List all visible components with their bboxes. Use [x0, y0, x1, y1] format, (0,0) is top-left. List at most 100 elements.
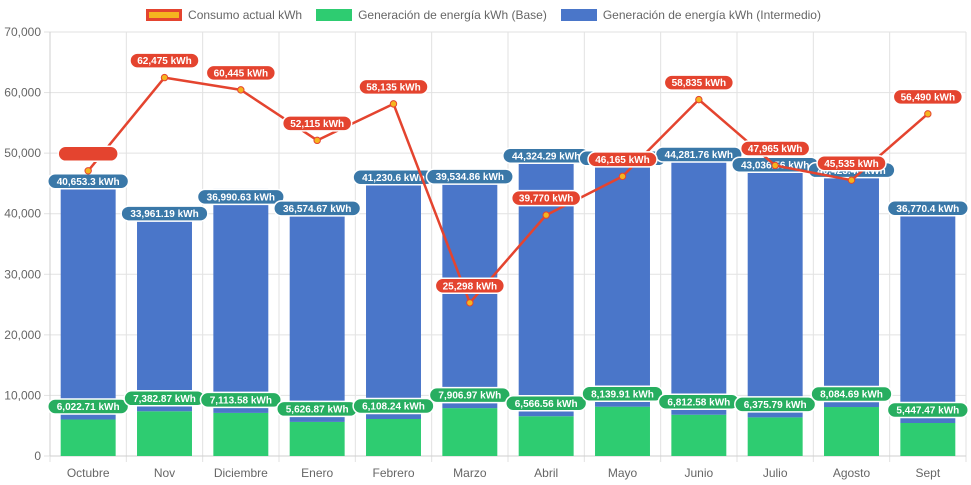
data-label-base: 6,022.71 kWh	[57, 402, 120, 413]
data-label-base-box	[581, 385, 664, 402]
data-label-consumo: 46,165 kWh	[595, 155, 649, 166]
point-consumo[interactable]	[771, 161, 779, 170]
line-consumo[interactable]	[87, 76, 929, 305]
data-label-base-box	[810, 385, 893, 403]
data-label-consumo: 39,770 kWh	[519, 194, 573, 205]
y-tick-label: 50,000	[4, 146, 41, 160]
bar-intermedio[interactable]	[747, 156, 803, 418]
data-label-base-box	[352, 397, 435, 415]
bar-intermedio[interactable]	[137, 205, 192, 412]
data-label-consumo-box	[281, 115, 353, 132]
bar-intermedio[interactable]	[518, 147, 574, 417]
y-tick-label: 30,000	[4, 267, 41, 281]
bar-base[interactable]	[213, 412, 269, 456]
point-consumo[interactable]	[466, 299, 474, 307]
bar-intermedio[interactable]	[213, 188, 269, 413]
bar-intermedio[interactable]	[60, 173, 116, 420]
point-consumo[interactable]	[542, 211, 550, 219]
legend-item-base[interactable]: Generación de energía kWh (Base)	[316, 8, 547, 22]
data-label-consumo: 52,115 kWh	[290, 119, 344, 130]
legend-swatch-consumo	[146, 9, 183, 21]
data-label-base-box	[734, 396, 817, 413]
data-label-base-box	[886, 401, 969, 419]
data-label-consumo-box	[816, 154, 887, 172]
data-label-consumo-box	[739, 140, 811, 157]
data-label-consumo-box	[129, 52, 200, 69]
legend-item-consumo[interactable]: Consumo actual kWh	[146, 8, 302, 22]
y-tick-label: 0	[34, 449, 41, 463]
bar-base[interactable]	[137, 411, 192, 456]
data-label-base: 5,447.47 kWh	[896, 406, 959, 417]
bar-base[interactable]	[824, 407, 879, 456]
bar-intermedio[interactable]	[289, 200, 345, 422]
bar-base[interactable]	[366, 419, 421, 456]
legend-label-base: Generación de energía kWh (Base)	[358, 8, 547, 22]
point-consumo[interactable]	[160, 73, 169, 82]
data-label-intermedio-box	[886, 200, 969, 217]
data-label-intermedio: 41,230.6 kWh	[362, 173, 425, 184]
data-label-consumo-box	[892, 88, 964, 106]
data-label-consumo-box	[434, 277, 506, 295]
point-consumo[interactable]	[847, 176, 856, 184]
data-label-intermedio: 33,961.19 kWh	[130, 209, 198, 220]
x-tick-label: Abril	[534, 466, 558, 480]
data-label-consumo: 25,298 kWh	[443, 281, 497, 292]
data-label-intermedio-box	[120, 205, 209, 222]
data-label-intermedio-box	[425, 168, 514, 185]
data-label-intermedio-box	[273, 200, 362, 217]
data-label-base: 6,375.79 kWh	[744, 400, 807, 411]
bar-base[interactable]	[900, 423, 956, 456]
legend-label-intermedio: Generación de energía kWh (Intermedio)	[602, 8, 821, 22]
chart-legend: Consumo actual kWh Generación de energía…	[0, 6, 971, 24]
x-tick-label: Nov	[154, 466, 175, 480]
point-consumo[interactable]	[84, 167, 92, 175]
bar-base[interactable]	[671, 414, 727, 456]
x-tick-label: Enero	[301, 466, 333, 480]
bar-base[interactable]	[442, 408, 498, 456]
data-label-consumo: 60,445 kWh	[214, 68, 268, 79]
point-consumo[interactable]	[695, 95, 703, 104]
data-label-intermedio-box	[196, 188, 285, 206]
x-tick-label: Marzo	[453, 466, 487, 480]
x-tick-label: Mayo	[608, 466, 638, 480]
data-label-base: 7,906.97 kWh	[438, 391, 501, 402]
x-tick-label: Agosto	[833, 466, 871, 480]
data-label-consumo-box	[510, 189, 582, 207]
data-label-intermedio: 44,324.29 kWh	[512, 151, 580, 162]
legend-swatch-base	[316, 9, 353, 21]
bar-intermedio[interactable]	[671, 146, 727, 415]
data-label-base: 6,108.24 kWh	[362, 402, 425, 413]
data-label-intermedio: 40,653.3 kWh	[57, 177, 120, 188]
bar-intermedio[interactable]	[900, 200, 956, 424]
data-label-base: 6,812.58 kWh	[667, 397, 730, 408]
bar-intermedio[interactable]	[366, 169, 421, 420]
bar-intermedio[interactable]	[595, 150, 650, 407]
data-label-base: 8,139.91 kWh	[591, 389, 654, 400]
data-label-consumo: 47,965 kWh	[748, 144, 802, 155]
data-label-consumo: 45,535 kWh	[824, 159, 878, 170]
point-consumo[interactable]	[237, 86, 245, 94]
data-label-consumo: 56,490 kWh	[901, 92, 955, 103]
x-tick-label: Junio	[684, 466, 713, 480]
data-label-consumo-box	[587, 151, 658, 168]
bar-intermedio[interactable]	[824, 162, 879, 408]
x-tick-label: Febrero	[372, 466, 414, 480]
y-tick-label: 10,000	[4, 388, 41, 402]
bar-base[interactable]	[289, 421, 345, 456]
point-consumo[interactable]	[924, 110, 932, 118]
data-label-base: 5,626.87 kWh	[286, 405, 349, 416]
bar-base[interactable]	[518, 416, 574, 456]
bar-base[interactable]	[595, 406, 650, 456]
point-consumo[interactable]	[313, 136, 321, 145]
bar-base[interactable]	[747, 417, 803, 456]
point-consumo[interactable]	[389, 100, 398, 108]
legend-swatch-intermedio	[560, 9, 597, 21]
bar-base[interactable]	[60, 419, 116, 456]
legend-item-intermedio[interactable]: Generación de energía kWh (Intermedio)	[560, 8, 821, 22]
data-label-consumo-box	[663, 74, 735, 91]
point-consumo[interactable]	[618, 172, 627, 181]
data-label-base-box	[199, 391, 282, 409]
data-label-base-box	[505, 394, 588, 412]
legend-label-consumo: Consumo actual kWh	[188, 8, 303, 22]
data-label-consumo-box	[57, 145, 119, 163]
